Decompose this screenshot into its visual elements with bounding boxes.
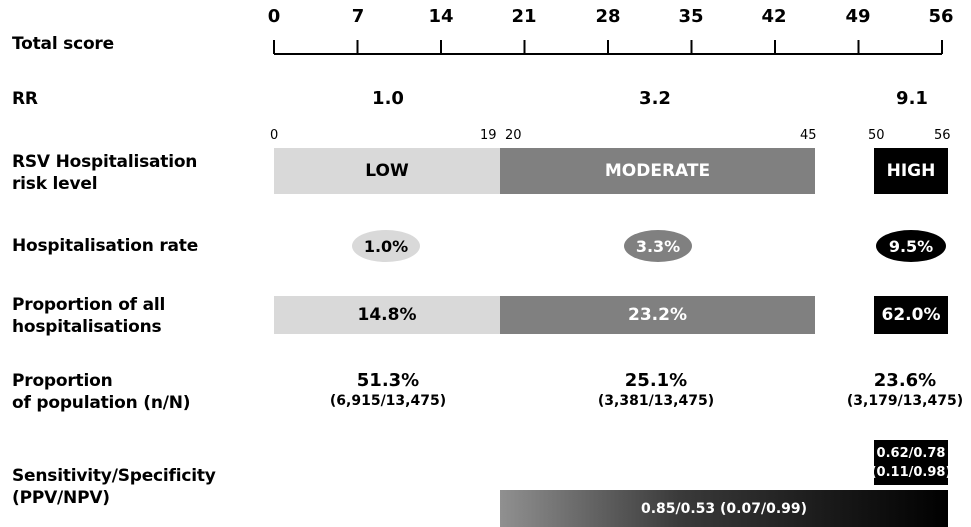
axis-tick-label: 0 [267,6,281,27]
sensitivity-high-line2: (0.11/0.98) [870,464,952,480]
prop-pop-low-n: (6,915/13,475) [329,393,447,409]
axis-tick-label: 28 [595,6,621,27]
axis-tick-label: 49 [845,6,871,27]
risk-bar-high-label: HIGH [886,161,936,181]
sensitivity-high-line1: 0.62/0.78 [876,445,946,461]
prop-hosp-label-line1: Proportion of all [12,295,166,315]
sensitivity-combined-bar: 0.85/0.53 (0.07/0.99) [500,490,948,527]
risk-high-end: 56 [934,128,951,143]
rr-moderate-value: 3.2 [639,88,671,109]
risk-low-start: 0 [270,128,279,143]
sensitivity-label-line1: Sensitivity/Specificity [12,466,216,486]
risk-level-label-line1: RSV Hospitalisation [12,152,198,172]
hosp-rate-high-value: 9.5% [888,236,934,256]
prop-hosp-bar-moderate: 23.2% [500,296,815,334]
risk-bar-low-label: LOW [365,161,409,181]
sensitivity-high-box: 0.62/0.78 (0.11/0.98) [871,440,951,485]
prop-hosp-high-value: 62.0% [881,305,941,325]
rr-low-value: 1.0 [372,88,404,109]
hosp-rate-low-value: 1.0% [363,236,409,256]
prop-hosp-bar-low: 14.8% [274,296,500,334]
axis-tick-label: 35 [678,6,704,27]
axis-tick-label: 56 [928,6,954,27]
prop-pop-label-line2: of population (n/N) [12,393,191,413]
risk-bar-moderate-label: MODERATE [604,161,711,181]
axis-tick-label: 14 [428,6,454,27]
prop-pop-label-line1: Proportion [12,371,113,391]
prop-pop-moderate-n: (3,381/13,475) [597,393,715,409]
risk-bar-high: HIGH [874,148,948,194]
prop-hosp-label-line2: hospitalisations [12,317,162,337]
prop-pop-high-pct: 23.6% [873,370,937,391]
sensitivity-combined-value: 0.85/0.53 (0.07/0.99) [640,500,808,517]
total-score-axis [273,40,943,55]
hosp-rate-high-pill: 9.5% [876,230,946,262]
hosp-rate-moderate-value: 3.3% [635,236,681,256]
rr-high-value: 9.1 [896,88,928,109]
hosp-rate-low-pill: 1.0% [352,230,420,262]
axis-tick-label: 21 [511,6,537,27]
rr-label: RR [12,89,38,109]
risk-low-end: 19 [480,128,497,143]
prop-pop-moderate-pct: 25.1% [624,370,688,391]
prop-pop-low-pct: 51.3% [356,370,420,391]
axis-tick-label: 7 [351,6,365,27]
prop-hosp-low-value: 14.8% [357,305,417,325]
risk-level-label-line2: risk level [12,174,98,194]
risk-high-start: 50 [868,128,885,143]
risk-moderate-end: 45 [800,128,817,143]
total-score-label: Total score [12,34,114,54]
prop-hosp-moderate-value: 23.2% [628,305,687,325]
hosp-rate-moderate-pill: 3.3% [624,230,692,262]
sensitivity-label-line2: (PPV/NPV) [12,488,110,508]
risk-bar-low: LOW [274,148,500,194]
prop-pop-high-n: (3,179/13,475) [846,393,964,409]
risk-bar-moderate: MODERATE [500,148,815,194]
prop-hosp-bar-high: 62.0% [874,296,948,334]
hosp-rate-label: Hospitalisation rate [12,236,199,256]
axis-tick-label: 42 [761,6,787,27]
risk-moderate-start: 20 [505,128,522,143]
